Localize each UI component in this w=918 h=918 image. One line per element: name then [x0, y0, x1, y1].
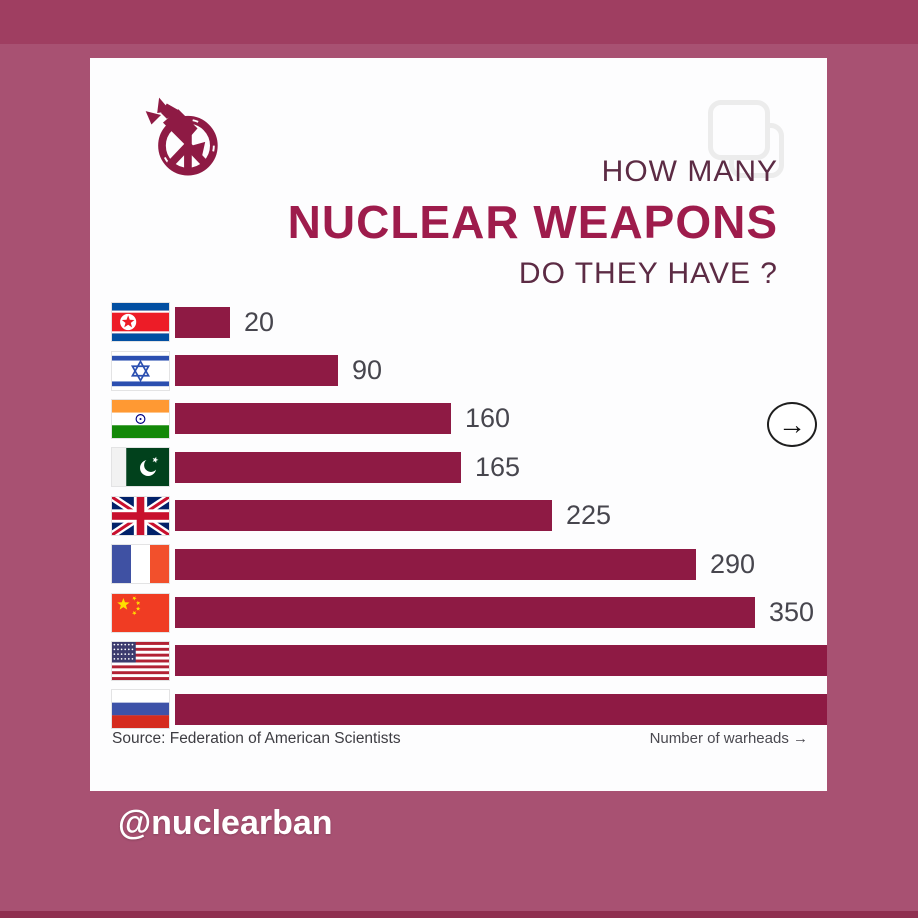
infographic-card: HOW MANY NUCLEAR WEAPONS DO THEY HAVE ? … [90, 58, 827, 791]
title-line-1: HOW MANY [601, 155, 778, 188]
chart-footer: Source: Federation of American Scientist… [112, 730, 808, 748]
value-label-pakistan: 165 [475, 451, 521, 482]
title-line-2: NUCLEAR WEAPONS [287, 196, 778, 248]
flag-icon-russia [112, 690, 169, 729]
value-label-india: 160 [465, 403, 511, 434]
value-label-france: 290 [710, 548, 756, 579]
carousel-front-card [708, 100, 770, 160]
chart-row-pakistan: 165 [112, 443, 827, 491]
bar-israel [175, 355, 338, 387]
bar-north-korea [175, 306, 230, 338]
flag-icon-pakistan [112, 448, 169, 487]
bar-france [175, 548, 696, 580]
flag-icon-north-korea [112, 303, 169, 342]
axis-arrow-icon: → [793, 730, 808, 747]
chart-row-russia [112, 685, 827, 733]
flag-icon-france [112, 545, 169, 584]
bar-india [175, 403, 451, 435]
chart-row-india: 160 [112, 395, 827, 443]
bar-chart: 20 90 160 165 [112, 298, 827, 734]
value-label-china: 350 [769, 597, 815, 628]
bar-uk [175, 500, 552, 532]
chart-title: HOW MANY NUCLEAR WEAPONS DO THEY HAVE ? [288, 154, 778, 292]
axis-label-text: Number of warheads [649, 730, 789, 747]
value-label-israel: 90 [352, 355, 383, 386]
chart-row-israel: 90 [112, 346, 827, 394]
bar-russia [175, 693, 827, 725]
top-border-band [0, 0, 918, 44]
flag-icon-india [112, 399, 169, 438]
chart-row-china: 350 [112, 588, 827, 636]
title-line-3: DO THEY HAVE ? [518, 257, 778, 290]
bottom-border-band [0, 911, 918, 918]
bar-usa [175, 645, 827, 677]
no-nuclear-weapons-logo-icon [138, 90, 234, 186]
bar-pakistan [175, 451, 461, 483]
axis-label: Number of warheads → [650, 730, 808, 747]
right-arrow-icon: → [778, 408, 806, 440]
account-handle-text: @nuclearban [118, 804, 333, 842]
flag-icon-china [112, 593, 169, 632]
flag-icon-uk [112, 496, 169, 535]
flag-icon-israel [112, 351, 169, 390]
chart-row-north-korea: 20 [112, 298, 827, 346]
bar-china [175, 597, 755, 629]
flag-icon-usa [112, 641, 169, 680]
carousel-stack-icon [708, 100, 788, 180]
value-label-north-korea: 20 [244, 306, 275, 337]
chart-row-france: 290 [112, 540, 827, 588]
chart-row-uk: 225 [112, 492, 827, 540]
chart-row-usa [112, 637, 827, 685]
source-text: Source: Federation of American Scientist… [112, 730, 401, 747]
value-label-uk: 225 [566, 500, 612, 531]
next-arrow-button[interactable]: → [767, 402, 817, 447]
